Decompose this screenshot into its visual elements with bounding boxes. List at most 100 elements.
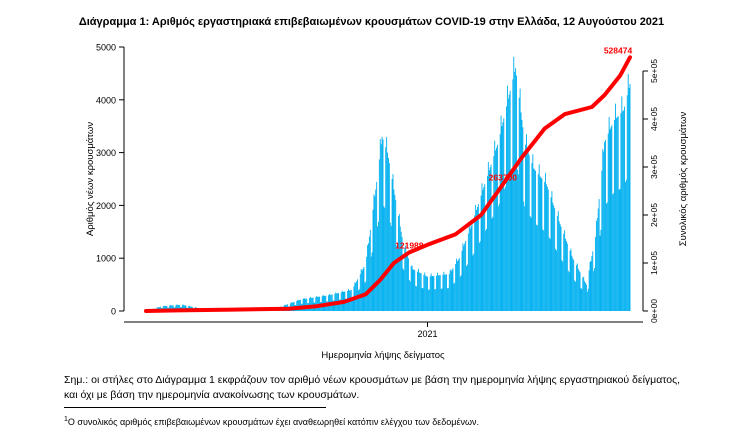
bar bbox=[447, 288, 448, 311]
bar bbox=[554, 208, 556, 311]
bar bbox=[428, 289, 430, 311]
bar bbox=[541, 178, 543, 311]
chart-note: Σημ.: οι στήλες στο Διάγραμμα 1 εκφράζου… bbox=[64, 374, 681, 401]
bar bbox=[518, 97, 520, 311]
bar bbox=[574, 280, 576, 311]
bar bbox=[435, 289, 437, 311]
y-tick-label: 3000 bbox=[96, 148, 116, 158]
bar bbox=[539, 176, 541, 311]
bar bbox=[309, 296, 311, 311]
bar bbox=[431, 276, 433, 311]
bar bbox=[368, 243, 369, 311]
bar bbox=[517, 174, 519, 311]
bar bbox=[467, 233, 469, 311]
bar bbox=[628, 87, 630, 311]
bar bbox=[178, 304, 180, 311]
bar bbox=[548, 237, 550, 311]
bar bbox=[551, 191, 553, 311]
bar bbox=[503, 118, 505, 311]
bar bbox=[555, 248, 556, 311]
bar bbox=[535, 170, 537, 311]
bar bbox=[466, 266, 468, 311]
bar bbox=[297, 299, 299, 311]
bar bbox=[498, 203, 500, 311]
bar bbox=[568, 272, 570, 311]
bar bbox=[566, 243, 568, 311]
bar bbox=[557, 211, 559, 311]
bar bbox=[506, 106, 507, 312]
bar bbox=[580, 288, 582, 311]
bar bbox=[377, 226, 379, 311]
bar bbox=[613, 193, 615, 311]
bar bbox=[528, 155, 530, 311]
bar bbox=[585, 284, 587, 311]
bar bbox=[629, 83, 631, 312]
bar bbox=[395, 200, 397, 311]
bar bbox=[433, 275, 435, 311]
bar bbox=[467, 264, 468, 311]
bar bbox=[623, 110, 625, 311]
bar bbox=[169, 305, 171, 311]
bar bbox=[516, 75, 517, 312]
bar bbox=[480, 195, 482, 311]
bar bbox=[477, 204, 479, 311]
bar bbox=[360, 269, 362, 311]
bar bbox=[171, 305, 173, 311]
bar bbox=[608, 117, 610, 311]
bar bbox=[317, 296, 319, 311]
bar bbox=[351, 297, 353, 311]
bar bbox=[547, 189, 549, 311]
bar bbox=[611, 125, 613, 311]
bar bbox=[346, 298, 348, 311]
bar bbox=[502, 122, 504, 312]
bar bbox=[592, 251, 594, 311]
y-tick-label: 5000 bbox=[96, 43, 116, 53]
bar bbox=[559, 223, 561, 311]
bar bbox=[620, 113, 622, 312]
y2-tick-label: 0e+00 bbox=[649, 299, 659, 323]
bar bbox=[423, 274, 425, 311]
bar bbox=[470, 226, 472, 311]
bar bbox=[543, 230, 545, 311]
bar bbox=[492, 216, 494, 311]
bar bbox=[332, 300, 334, 311]
footnote: 1Ο συνολικός αριθμός επιβεβαιωμένων κρου… bbox=[64, 414, 684, 428]
bar bbox=[521, 119, 523, 311]
bar bbox=[565, 241, 567, 311]
bar bbox=[430, 273, 432, 311]
bar bbox=[415, 285, 417, 311]
bar bbox=[417, 268, 419, 311]
bar bbox=[407, 258, 409, 311]
bar bbox=[384, 207, 386, 311]
bar bbox=[165, 305, 167, 311]
bar bbox=[605, 139, 606, 311]
bar bbox=[479, 241, 481, 311]
bar bbox=[440, 288, 442, 311]
bar bbox=[513, 56, 515, 312]
bar bbox=[405, 245, 407, 311]
bar bbox=[460, 275, 462, 311]
bar bbox=[501, 126, 503, 311]
bar bbox=[514, 71, 516, 312]
bar bbox=[374, 196, 376, 311]
bar bbox=[625, 181, 626, 311]
bar bbox=[471, 223, 473, 311]
bar bbox=[427, 289, 429, 311]
bar bbox=[448, 274, 450, 311]
bar bbox=[378, 221, 379, 311]
bar bbox=[345, 298, 347, 311]
bar bbox=[505, 186, 507, 311]
bar bbox=[546, 184, 547, 311]
bar bbox=[459, 276, 461, 311]
bar bbox=[542, 229, 544, 311]
bar bbox=[605, 203, 607, 311]
bar bbox=[609, 129, 611, 311]
bar bbox=[496, 147, 497, 311]
chart-canvas: 0 1000 2000 3000 4000 5000 Αριθμός νέων κρουσμ… bbox=[85, 43, 689, 361]
bar bbox=[499, 134, 501, 311]
data-label: 121988 bbox=[395, 240, 424, 250]
bar bbox=[536, 224, 537, 311]
bar bbox=[427, 276, 428, 311]
bar bbox=[512, 79, 514, 311]
bar bbox=[453, 283, 455, 311]
